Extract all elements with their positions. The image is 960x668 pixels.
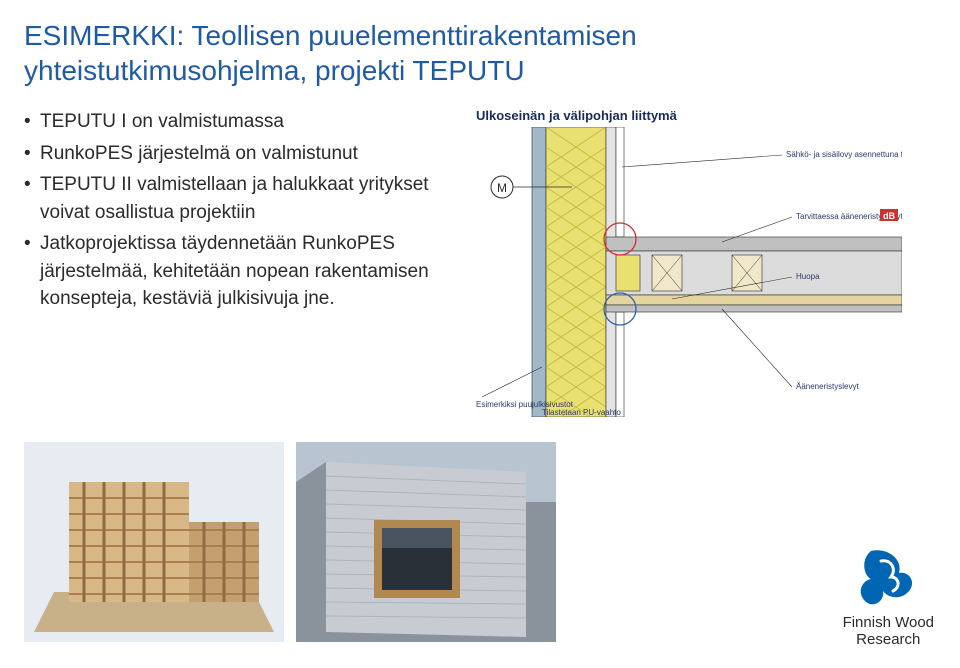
content-row: TEPUTU I on valmistumassa RunkoPES järje… (24, 108, 936, 417)
title-line-2: yhteistutkimusohjelma, projekti TEPUTU (24, 55, 525, 86)
title-line-1: ESIMERKKI: Teollisen puuelementtirakenta… (24, 20, 637, 51)
photo-row (24, 442, 556, 642)
wall-section-diagram: M Sähkö- ja sisäilovy asennettuna työmaa… (472, 127, 902, 417)
photo-facade-element (296, 442, 556, 642)
diagram-label: Sähkö- ja sisäilovy asennettuna työmaalt… (786, 150, 902, 159)
diagram-column: Ulkoseinän ja välipohjan liittymä (472, 108, 936, 417)
bullet-list: TEPUTU I on valmistumassa RunkoPES järje… (24, 108, 454, 313)
slide-title: ESIMERKKI: Teollisen puuelementtirakenta… (24, 18, 936, 88)
bullet-item: Jatkoprojektissa täydennetään RunkoPES j… (24, 230, 454, 313)
logo-text-line-2: Research (856, 631, 920, 648)
diagram-label: Tilastetaan PU-vaahto (542, 408, 621, 417)
diagram-caption: Ulkoseinän ja välipohjan liittymä (476, 108, 677, 123)
text-column: TEPUTU I on valmistumassa RunkoPES järje… (24, 108, 454, 417)
logo-text-line-1: Finnish Wood (843, 614, 934, 631)
slide: ESIMERKKI: Teollisen puuelementtirakenta… (0, 0, 960, 668)
bullet-item: TEPUTU I on valmistumassa (24, 108, 454, 136)
diagram-label-m: M (497, 181, 507, 195)
logo-text: Finnish Wood Research (843, 615, 934, 648)
bullet-item: TEPUTU II valmistellaan ja halukkaat yri… (24, 171, 454, 226)
diagram-label: Ääneneristyslevyt (796, 382, 859, 391)
bullet-item: RunkoPES järjestelmä on valmistunut (24, 140, 454, 168)
diagram-label: Huopa (796, 272, 820, 281)
photo-wood-model (24, 442, 284, 642)
diagram-db-badge: dB (883, 211, 895, 221)
logo-mark (851, 545, 925, 611)
finnish-wood-research-logo: Finnish Wood Research (843, 545, 934, 648)
